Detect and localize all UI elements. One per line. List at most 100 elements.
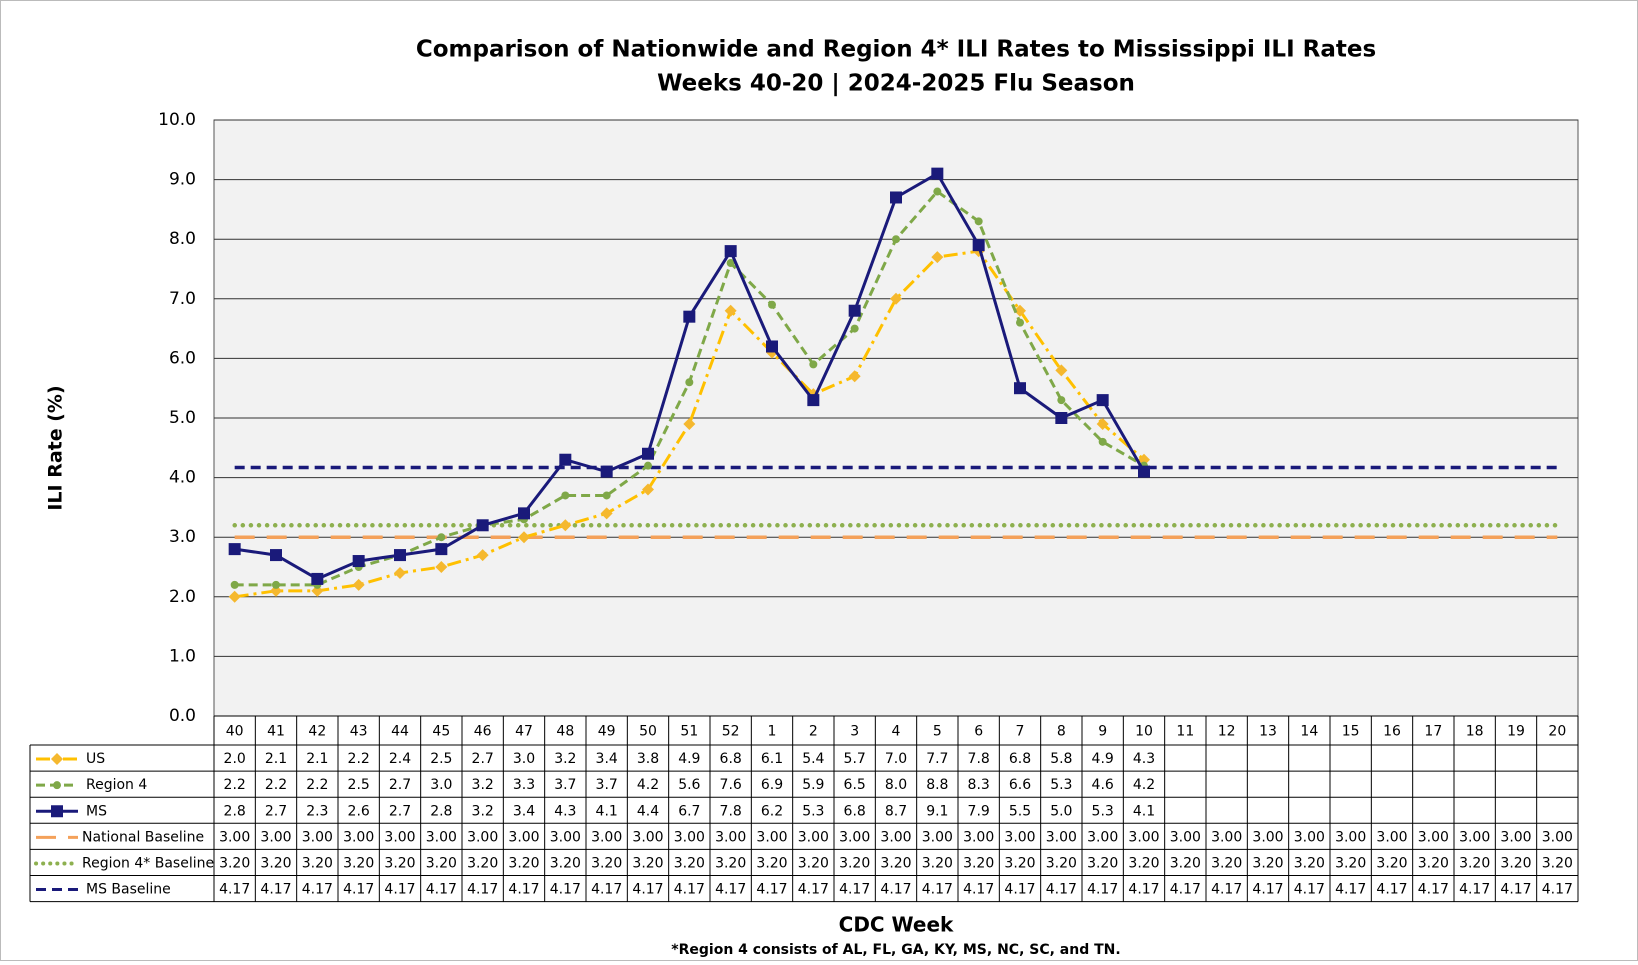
marker: [809, 360, 818, 369]
table-cell: 3.00: [426, 829, 457, 845]
table-cell: 3.00: [384, 829, 415, 845]
table-cell: 5.3: [1050, 777, 1072, 793]
marker: [724, 304, 737, 317]
table-cell: 3.20: [756, 855, 787, 871]
table-cell: 3.2: [472, 777, 494, 793]
table-cell: 2.1: [265, 751, 287, 767]
table-cell: 3.00: [550, 829, 581, 845]
marker: [559, 453, 572, 466]
marker: [642, 447, 654, 460]
x-tick-label: 12: [1218, 724, 1236, 740]
marker: [1055, 412, 1068, 424]
x-tick-label: 19: [1507, 724, 1525, 740]
table-cell: 2.3: [306, 803, 328, 819]
table-cell: 4.17: [632, 882, 663, 898]
marker: [476, 519, 489, 532]
x-tick-label: 5: [933, 724, 942, 740]
x-tick-label: 4: [892, 724, 901, 740]
table-cell: 4.3: [1133, 751, 1155, 767]
marker: [726, 259, 735, 268]
marker: [850, 324, 859, 333]
marker: [1057, 396, 1066, 405]
x-tick-label: 16: [1383, 724, 1401, 740]
x-tick-label: 45: [432, 724, 450, 740]
table-cell: 2.0: [224, 751, 246, 767]
table-cell: 4.17: [302, 882, 333, 898]
marker: [394, 566, 406, 579]
table-cell: 4.17: [591, 882, 622, 898]
table-cell: 3.20: [1294, 855, 1325, 871]
table-cell: 6.8: [844, 803, 866, 819]
table-cell: 6.9: [761, 777, 783, 793]
table-cell: 3.20: [1335, 855, 1366, 871]
table-cell: 3.00: [632, 829, 663, 845]
table-cell: 4.17: [963, 882, 994, 898]
marker: [352, 578, 365, 591]
x-tick-label: 10: [1135, 724, 1153, 740]
table-cell: 3.20: [1542, 855, 1573, 871]
marker: [559, 519, 572, 532]
table-cell: 6.1: [761, 751, 783, 767]
marker: [228, 543, 241, 556]
table-cell: 7.7: [926, 751, 948, 767]
marker: [230, 580, 239, 589]
table-cell: 3.20: [715, 855, 746, 871]
x-tick-label: 46: [474, 724, 492, 740]
table-cell: 3.00: [1294, 829, 1325, 845]
table-cell: 3.00: [1542, 829, 1573, 845]
table-cell: 4.17: [1252, 882, 1283, 898]
table-cell: 2.2: [348, 751, 370, 767]
table-cell: 5.3: [802, 803, 824, 819]
table-cell: 4.17: [1376, 882, 1407, 898]
table-cell: 2.7: [265, 803, 287, 819]
table-cell: 2.7: [389, 803, 411, 819]
table-cell: 2.4: [389, 751, 411, 767]
table-cell: 4.17: [1418, 882, 1449, 898]
marker: [642, 483, 654, 496]
x-tick-label: 2: [809, 724, 818, 740]
table-cell: 3.20: [1459, 855, 1490, 871]
y-tick-label: 10.0: [158, 110, 196, 130]
y-tick-label: 8.0: [169, 229, 196, 249]
table-cell: 5.8: [1050, 751, 1072, 767]
x-tick-label: 48: [556, 724, 574, 740]
table-cell: 3.20: [260, 855, 291, 871]
table-cell: 4.17: [467, 882, 498, 898]
table-cell: 2.6: [348, 803, 370, 819]
marker: [600, 465, 613, 478]
y-tick-label: 5.0: [169, 408, 196, 428]
x-tick-label: 8: [1057, 724, 1066, 740]
table-cell: 3.00: [1500, 829, 1531, 845]
x-tick-label: 50: [639, 724, 657, 740]
table-cell: 2.2: [265, 777, 287, 793]
marker: [1098, 437, 1107, 446]
chart-title: Comparison of Nationwide and Region 4* I…: [416, 37, 1376, 63]
table-cell: 4.17: [798, 882, 829, 898]
table-cell: 6.8: [1009, 751, 1031, 767]
table-cell: 3.20: [426, 855, 457, 871]
table-cell: 3.00: [1170, 829, 1201, 845]
table-cell: 3.20: [508, 855, 539, 871]
marker: [53, 781, 61, 790]
table-cell: 4.17: [1211, 882, 1242, 898]
table-cell: 3.00: [1087, 829, 1118, 845]
marker: [51, 753, 63, 766]
table-cell: 3.20: [550, 855, 581, 871]
table-cell: 3.00: [219, 829, 250, 845]
series-line: [234, 249, 1145, 599]
x-tick-label: 44: [391, 724, 409, 740]
table-cell: 4.6: [1092, 777, 1114, 793]
x-tick-label: 42: [308, 724, 326, 740]
table-cell: 4.17: [1128, 882, 1159, 898]
table-cell: 3.00: [1252, 829, 1283, 845]
table-cell: 5.7: [844, 751, 866, 767]
table-cell: 3.00: [1128, 829, 1159, 845]
marker: [892, 235, 900, 244]
x-tick-label: 15: [1342, 724, 1360, 740]
table-cell: 2.8: [224, 803, 246, 819]
table-cell: 6.7: [678, 803, 700, 819]
table-cell: 3.20: [384, 855, 415, 871]
table-cell: 2.5: [430, 751, 452, 767]
table-cell: 3.20: [839, 855, 870, 871]
table-cell: 3.00: [467, 829, 498, 845]
